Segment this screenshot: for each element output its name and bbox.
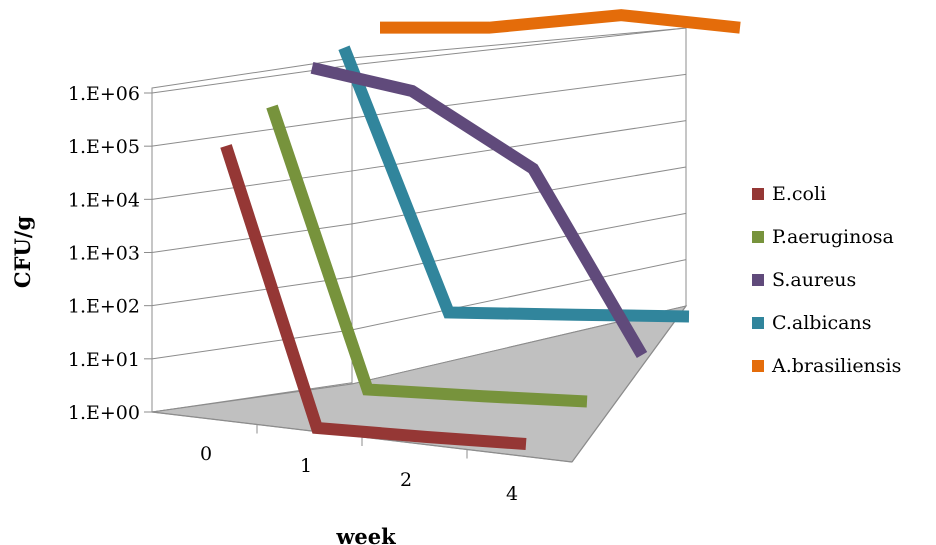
- legend: E.coli P.aeruginosa S.aureus C.albicans A.br…: [752, 183, 901, 377]
- gridline: [151, 382, 353, 413]
- gridline: [351, 27, 687, 66]
- series-ribbon-c-albicans: [338, 45, 690, 323]
- x-axis-tick-labels: 0 1 2 4: [200, 443, 518, 505]
- legend-label: A.brasiliensis: [771, 355, 901, 377]
- legend-label: S.aureus: [772, 269, 856, 291]
- x-axis-ticks: [256, 424, 468, 459]
- legend-swatch: [752, 274, 764, 286]
- y-tick-label: 1.E+01: [68, 349, 140, 371]
- y-axis-tick-labels: 1.E+00 1.E+01 1.E+02 1.E+03 1.E+04 1.E+05 1.E+…: [68, 83, 152, 424]
- legend-label: P.aeruginosa: [772, 226, 894, 248]
- legend-label: C.albicans: [772, 312, 872, 334]
- x-tick-label: 1: [300, 455, 312, 477]
- legend-swatch: [752, 360, 764, 372]
- gridline: [151, 329, 353, 360]
- series-ribbon-p-aeruginosa: [266, 104, 588, 408]
- x-axis-title: week: [335, 524, 396, 545]
- y-tick-label: 1.E+03: [68, 243, 140, 265]
- legend-label: E.coli: [772, 183, 826, 205]
- gridline: [151, 117, 353, 147]
- legend-swatch: [752, 188, 764, 200]
- y-tick-label: 1.E+06: [68, 83, 140, 105]
- gridline: [351, 259, 687, 331]
- y-tick-label: 1.E+05: [68, 136, 140, 158]
- series-ribbon-a-brasiliensis: [380, 9, 741, 34]
- legend-swatch: [752, 317, 764, 329]
- legend-swatch: [752, 231, 764, 243]
- x-tick-label: 4: [506, 483, 518, 505]
- gridlines: [151, 27, 687, 413]
- y-axis-title: CFU/g: [10, 216, 35, 289]
- gridline: [151, 170, 353, 200]
- y-tick-label: 1.E+02: [68, 296, 140, 318]
- series-ribbons: [220, 9, 741, 450]
- gridline: [351, 73, 687, 119]
- floor-right-edge: [571, 305, 687, 463]
- gridline: [351, 120, 687, 172]
- series-ribbon-s-aureus: [310, 61, 648, 359]
- gridline: [351, 212, 687, 278]
- y-tick-label: 1.E+04: [68, 189, 140, 211]
- series-ribbon-e-coli: [220, 144, 527, 450]
- x-tick-label: 0: [200, 443, 212, 465]
- y-tick-label: 1.E+00: [68, 402, 140, 424]
- x-tick-label: 2: [400, 469, 412, 491]
- gridline: [151, 276, 353, 307]
